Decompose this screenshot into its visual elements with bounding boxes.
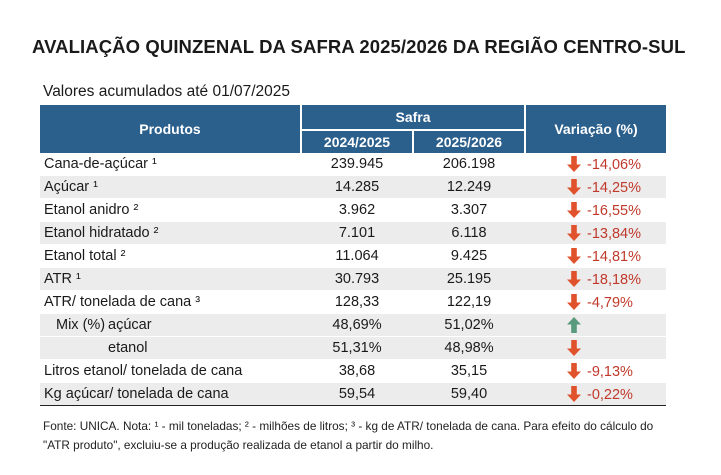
value-2024-2025: 14.285 [301, 175, 413, 199]
variation-cell: -14,81% [525, 244, 666, 268]
value-2024-2025: 3.962 [301, 198, 413, 222]
value-2025-2026: 12.249 [413, 175, 525, 199]
mix-etanol-label: etanol [108, 340, 148, 356]
down-arrow-icon [567, 339, 581, 356]
down-arrow-icon [567, 362, 581, 379]
mix-label: Mix (%) [56, 317, 106, 333]
variation-value: -16,55% [587, 202, 642, 219]
harvest-table: Produtos Safra Variação (%) 2024/2025 20… [40, 105, 666, 406]
value-2024-2025: 59,54 [301, 382, 413, 406]
mix-label-cell: Mix (%) açúcar [40, 313, 301, 337]
product-name: Cana-de-açúcar ¹ [40, 153, 301, 176]
table-row: Etanol hidratado ² 7.101 6.118 -13,84% [40, 221, 666, 245]
mix-acucar-label: açúcar [108, 317, 152, 333]
value-2024-2025: 128,33 [301, 290, 413, 314]
variation-value: -13,84% [587, 225, 642, 242]
table-row: Etanol anidro ² 3.962 3.307 -16,55% [40, 198, 666, 222]
value-2025-2026: 48,98% [413, 336, 525, 360]
variation-value: -14,06% [587, 156, 642, 173]
product-name: Açúcar ¹ [40, 175, 301, 199]
value-2024-2025: 30.793 [301, 267, 413, 291]
table-row: Cana-de-açúcar ¹ 239.945 206.198 -14,06% [40, 153, 666, 176]
variation-cell: -14,06% [525, 153, 666, 176]
product-name: Etanol total ² [40, 244, 301, 268]
variation-value: -4,79% [587, 294, 633, 311]
table-row: ATR/ tonelada de cana ³ 128,33 122,19 -4… [40, 290, 666, 314]
header-variacao: Variação (%) [524, 105, 666, 153]
value-2024-2025: 239.945 [301, 153, 413, 176]
down-arrow-icon [567, 247, 581, 264]
variation-value: -14,81% [587, 248, 642, 265]
value-2024-2025: 51,31% [301, 336, 413, 360]
down-arrow-icon [567, 155, 581, 172]
value-2025-2026: 51,02% [413, 313, 525, 337]
variation-cell: -0,22% [525, 382, 666, 406]
table-row: Açúcar ¹ 14.285 12.249 -14,25% [40, 175, 666, 199]
footnote: Fonte: UNICA. Nota: ¹ - mil toneladas; ²… [43, 419, 654, 452]
value-2025-2026: 206.198 [413, 153, 525, 176]
variation-value: -14,25% [587, 179, 642, 196]
down-arrow-icon [567, 270, 581, 287]
variation-cell: -16,55% [525, 198, 666, 222]
value-2024-2025: 11.064 [301, 244, 413, 268]
product-name: Litros etanol/ tonelada de cana [40, 359, 301, 383]
variation-value: -9,13% [587, 363, 633, 380]
value-2025-2026: 9.425 [413, 244, 525, 268]
page-title: AVALIAÇÃO QUINZENAL DA SAFRA 2025/2026 D… [32, 36, 686, 57]
down-arrow-icon [567, 385, 581, 402]
header-produtos: Produtos [40, 105, 301, 153]
up-arrow-icon [567, 316, 581, 333]
value-2024-2025: 38,68 [301, 359, 413, 383]
variation-cell: -18,18% [525, 267, 666, 291]
header-safra: Safra [300, 105, 525, 130]
header-year-2025-2026: 2025/2026 [412, 129, 525, 153]
value-2025-2026: 35,15 [413, 359, 525, 383]
variation-value: -18,18% [587, 271, 642, 288]
down-arrow-icon [567, 224, 581, 241]
value-2025-2026: 6.118 [413, 221, 525, 245]
table-row: Kg açúcar/ tonelada de cana 59,54 59,40 … [40, 382, 666, 406]
variation-cell: -4,79% [525, 290, 666, 314]
value-2025-2026: 3.307 [413, 198, 525, 222]
product-name: ATR ¹ [40, 267, 301, 291]
value-2025-2026: 122,19 [413, 290, 525, 314]
value-2025-2026: 25.195 [413, 267, 525, 291]
mix-row-etanol: etanol 51,31% 48,98% [40, 336, 666, 360]
table-row: ATR ¹ 30.793 25.195 -18,18% [40, 267, 666, 291]
variation-cell: -9,13% [525, 359, 666, 383]
header-year-2024-2025: 2024/2025 [300, 129, 413, 153]
down-arrow-icon [567, 293, 581, 310]
value-2025-2026: 59,40 [413, 382, 525, 406]
variation-cell [525, 313, 666, 337]
down-arrow-icon [567, 178, 581, 195]
variation-cell [525, 336, 666, 360]
table-row: Etanol total ² 11.064 9.425 -14,81% [40, 244, 666, 268]
table-subtitle: Valores acumulados até 01/07/2025 [43, 83, 291, 100]
down-arrow-icon [567, 201, 581, 218]
mix-label-cell: etanol [40, 336, 301, 360]
variation-cell: -13,84% [525, 221, 666, 245]
variation-cell: -14,25% [525, 175, 666, 199]
table-row: Litros etanol/ tonelada de cana 38,68 35… [40, 359, 666, 383]
value-2024-2025: 7.101 [301, 221, 413, 245]
product-name: Kg açúcar/ tonelada de cana [40, 382, 301, 406]
product-name: Etanol anidro ² [40, 198, 301, 222]
variation-value: -0,22% [587, 386, 633, 403]
product-name: Etanol hidratado ² [40, 221, 301, 245]
mix-row-acucar: Mix (%) açúcar 48,69% 51,02% [40, 313, 666, 337]
value-2024-2025: 48,69% [301, 313, 413, 337]
product-name: ATR/ tonelada de cana ³ [40, 290, 301, 314]
